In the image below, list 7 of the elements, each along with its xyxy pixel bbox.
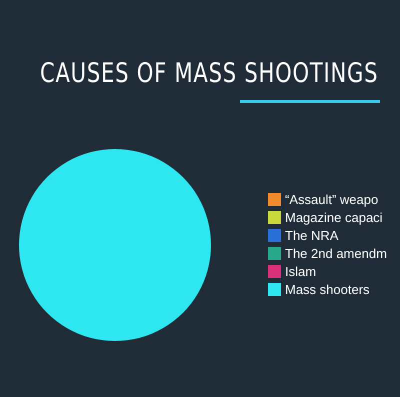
legend-label: Islam (285, 264, 316, 279)
chart-title: CAUSES OF MASS SHOOTINGS (40, 58, 378, 89)
legend-label: The NRA (285, 228, 338, 243)
legend-label: Mass shooters (285, 282, 370, 297)
legend-label: The 2nd amendm (285, 246, 387, 261)
legend-label: “Assault” weapo (285, 192, 378, 207)
legend-label: Magazine capaci (285, 210, 383, 225)
